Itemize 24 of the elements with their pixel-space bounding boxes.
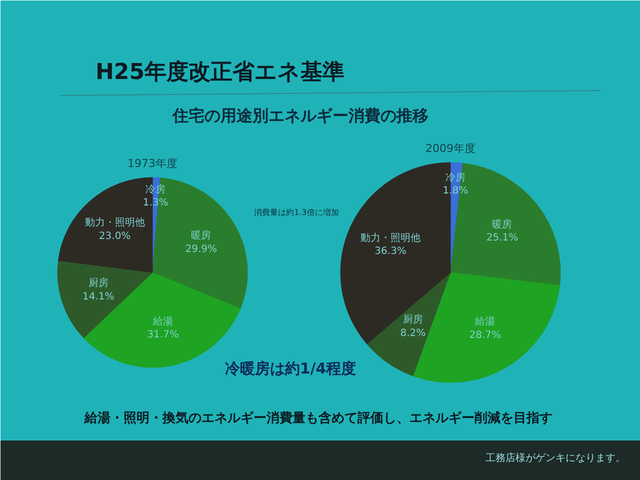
data-label: 14.1% xyxy=(82,291,114,302)
slice-label: 給湯 xyxy=(152,315,174,328)
slice-label: 動力・照明他 xyxy=(84,216,145,229)
slice-label: 動力・照明他 xyxy=(360,232,421,244)
text: 冷暖房は約1/4程度 xyxy=(224,360,356,378)
data-label: 31.7% xyxy=(147,330,179,341)
slice-label: 給湯 xyxy=(474,316,496,328)
text: 工務店様がゲンキになります。 xyxy=(486,452,626,464)
text: 消費量は約1.3倍に増加 xyxy=(254,208,339,217)
slice-label: 厨房 xyxy=(88,277,108,290)
slice-label: 暖房 xyxy=(492,218,512,230)
data-label: 8.2% xyxy=(400,328,426,339)
data-label: 25.1% xyxy=(486,232,518,244)
data-label: 28.7% xyxy=(469,330,502,341)
text: H25年度改正省エネ基準 xyxy=(96,59,345,85)
text: 給湯・照明・換気のエネルギー消費量も含めて評価し、エネルギー削減を目指す xyxy=(84,410,552,426)
data-label: 23.0% xyxy=(98,230,131,242)
chart-title: 2009年度 xyxy=(426,142,476,155)
slice-label: 厨房 xyxy=(402,314,423,326)
chart-title: 1973年度 xyxy=(128,157,178,170)
text: 住宅の用途別エネルギー消費の推移 xyxy=(172,106,428,125)
data-label: 36.3% xyxy=(374,246,406,257)
data-label: 29.9% xyxy=(185,244,217,255)
slice-label: 暖房 xyxy=(191,230,212,242)
